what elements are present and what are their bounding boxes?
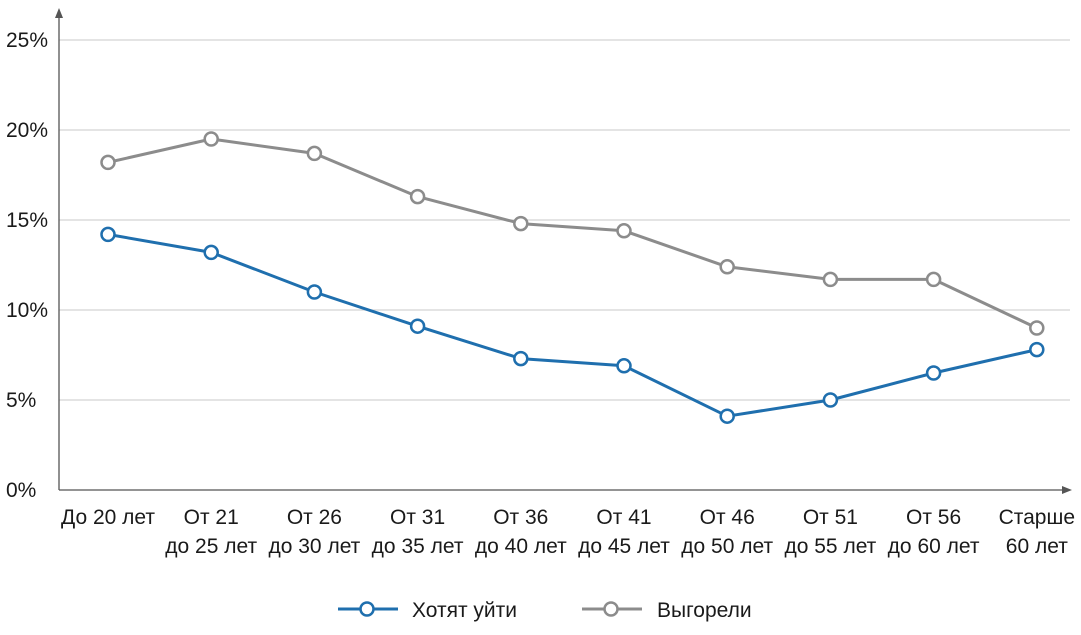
series-2 (100, 131, 1045, 336)
data-point (513, 215, 529, 232)
y-tick-label: 10% (6, 299, 48, 322)
data-point (100, 226, 116, 243)
x-tick-label: до 25 лет (165, 535, 257, 558)
legend-swatch-marker-1 (359, 601, 375, 617)
x-tick-label: От 31 (390, 506, 445, 529)
x-tick-labels: До 20 лет От 21 до 25 лет От 26 до 30 лет От … (61, 506, 1075, 558)
x-tick-label: до 55 лет (784, 535, 876, 558)
y-tick-label: 5% (6, 389, 36, 412)
data-point (616, 358, 632, 374)
data-point (719, 259, 735, 275)
legend-item-series-2: Выгорели (582, 599, 752, 622)
x-tick-label: до 50 лет (681, 535, 773, 558)
x-tick-label: От 41 (596, 506, 651, 529)
data-point (925, 271, 942, 288)
data-point (719, 408, 735, 424)
data-point (203, 131, 219, 147)
data-point (409, 188, 426, 205)
x-tick-label: От 26 (287, 506, 342, 529)
y-tick-label: 25% (6, 29, 48, 52)
data-point (822, 271, 839, 288)
x-axis-arrow (1062, 486, 1072, 494)
legend-label-1: Хотят уйти (412, 599, 517, 622)
data-point (306, 284, 323, 300)
y-axis-arrow (55, 8, 63, 18)
data-point (1029, 341, 1045, 358)
axes (55, 8, 1072, 494)
data-point (409, 318, 426, 334)
series-line-1 (107, 232, 1038, 418)
x-tick-label: От 46 (700, 506, 755, 529)
x-tick-label: до 45 лет (578, 535, 670, 558)
series-1 (100, 226, 1045, 424)
data-point (1029, 320, 1045, 336)
gridlines (59, 39, 1070, 401)
series-line-2 (107, 137, 1038, 330)
data-point (100, 154, 116, 171)
x-tick-label: От 51 (803, 506, 858, 529)
data-point (203, 244, 219, 261)
x-tick-label: От 21 (184, 506, 239, 529)
x-tick-label: До 20 лет (61, 506, 155, 529)
data-point (513, 350, 529, 367)
data-point (306, 145, 323, 162)
x-tick-label: до 40 лет (475, 535, 567, 558)
x-tick-label: От 56 (906, 506, 961, 529)
data-point (822, 392, 839, 408)
data-point (925, 365, 942, 381)
data-point (616, 223, 632, 239)
y-tick-label: 15% (6, 209, 48, 232)
legend-swatch-marker-2 (603, 601, 619, 617)
legend-item-series-1: Хотят уйти (338, 599, 517, 622)
x-tick-label: От 36 (493, 506, 548, 529)
x-tick-label: до 35 лет (372, 535, 464, 558)
y-tick-label: 20% (6, 119, 48, 142)
series (100, 131, 1045, 424)
y-tick-label: 0% (6, 479, 36, 502)
x-tick-label: Старше (999, 506, 1075, 529)
x-tick-label: до 60 лет (888, 535, 980, 558)
y-tick-labels: 0% 5% 10% 15% 20% 25% (6, 29, 48, 502)
legend: Хотят уйти Выгорели (338, 599, 752, 622)
x-tick-label: 60 лет (1006, 535, 1068, 558)
legend-label-2: Выгорели (657, 599, 752, 622)
x-tick-label: до 30 лет (268, 535, 360, 558)
